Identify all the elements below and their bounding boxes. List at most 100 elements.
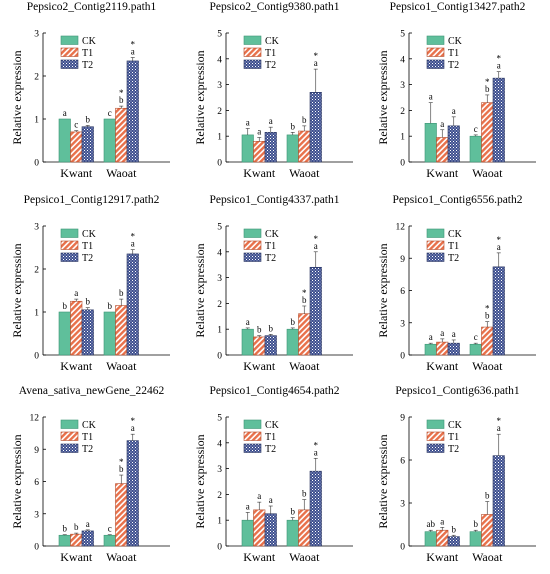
legend-label: T1 xyxy=(265,48,276,59)
y-tick-label: 3 xyxy=(34,223,39,233)
legend-label: T1 xyxy=(448,241,459,252)
significance-letter: a xyxy=(269,495,273,505)
y-tick-label: 6 xyxy=(34,478,39,488)
y-axis-label: Relative expression xyxy=(193,434,207,528)
bar-ck xyxy=(58,534,71,547)
significance-letter: a xyxy=(452,329,456,339)
significance-letter: a xyxy=(63,108,67,118)
x-category-label: Waoat xyxy=(289,359,320,373)
legend-label: T2 xyxy=(448,60,459,71)
y-tick-label: 2 xyxy=(217,107,222,117)
bar-t2 xyxy=(126,253,139,356)
significance-star: * xyxy=(119,88,124,98)
y-tick-label: 3 xyxy=(400,319,405,329)
chart-title: Pepsico1_Contig13427.path2 xyxy=(389,1,526,13)
y-tick-label: 4 xyxy=(217,439,222,449)
bar-t2 xyxy=(126,60,139,163)
bar-t1 xyxy=(298,313,311,356)
bar-t2 xyxy=(492,266,505,356)
y-tick-label: 3 xyxy=(217,465,222,475)
chart-panel: Pepsico1_Contig13427.path2 Relative expre… xyxy=(366,0,549,190)
y-tick-label: 9 xyxy=(34,446,39,456)
y-tick-label: 2 xyxy=(34,73,39,83)
x-category-label: Waoat xyxy=(472,166,503,180)
y-tick-label: 12 xyxy=(30,414,40,424)
significance-letter: b xyxy=(302,115,307,125)
significance-letter: c xyxy=(74,120,78,130)
chart-title: Avena_sativa_newGene_22462 xyxy=(18,385,165,397)
significance-letter: b xyxy=(86,114,91,124)
bar-t1 xyxy=(481,326,494,356)
y-axis-label: Relative expression xyxy=(376,434,390,528)
y-tick-label: 3 xyxy=(34,30,39,40)
legend-label: T2 xyxy=(265,444,276,455)
significance-letter: b xyxy=(302,489,307,499)
legend-swatch-ck xyxy=(243,35,262,45)
bar-ck xyxy=(469,343,482,356)
significance-letter: b xyxy=(291,317,296,327)
significance-letter: a xyxy=(257,126,261,136)
bar-t2 xyxy=(492,77,505,163)
y-tick-label: 3 xyxy=(34,510,39,520)
legend-swatch-t2 xyxy=(243,252,262,262)
y-tick-label: 3 xyxy=(400,81,405,91)
y-axis-label: Relative expression xyxy=(376,243,390,337)
legend-swatch-ck xyxy=(243,228,262,238)
y-tick-label: 3 xyxy=(217,81,222,91)
legend-swatch-t2 xyxy=(60,252,79,262)
legend-swatch-ck xyxy=(60,228,79,238)
y-tick-label: 4 xyxy=(217,248,222,258)
significance-star: * xyxy=(485,304,490,314)
legend-swatch-t1 xyxy=(426,240,445,250)
chart-title: Pepsico1_Contig6556.path2 xyxy=(392,194,523,206)
legend-swatch-t2 xyxy=(243,59,262,69)
significance-star: * xyxy=(314,234,319,244)
legend-label: T1 xyxy=(82,241,93,252)
legend-swatch-t2 xyxy=(426,443,445,453)
legend-swatch-t1 xyxy=(60,240,79,250)
y-tick-label: 5 xyxy=(217,414,222,424)
chart-panel: Pepsico1_Contig6556.path2 Relative expres… xyxy=(366,193,549,383)
bar-ck xyxy=(286,134,299,163)
legend-swatch-t1 xyxy=(243,240,262,250)
chart-svg: Relative expression012345aaaKwantcb*a*Wa… xyxy=(376,30,536,180)
significance-letter: b xyxy=(86,297,91,307)
bar-ck xyxy=(103,534,116,547)
legend-swatch-t1 xyxy=(426,431,445,441)
bar-t1 xyxy=(70,533,83,547)
legend-label: CK xyxy=(448,229,463,240)
significance-letter: ab xyxy=(427,519,436,529)
legend-label: CK xyxy=(82,229,97,240)
significance-letter: a xyxy=(497,61,501,71)
legend-label: T2 xyxy=(448,444,459,455)
bar-t2 xyxy=(81,530,94,547)
legend-swatch-ck xyxy=(60,35,79,45)
significance-letter: c xyxy=(108,524,112,534)
bar-ck xyxy=(469,135,482,163)
bar-ck xyxy=(103,311,116,356)
legend-swatch-t2 xyxy=(243,443,262,453)
legend-label: T1 xyxy=(448,432,459,443)
significance-star: * xyxy=(497,235,502,245)
y-tick-label: 2 xyxy=(34,266,39,276)
significance-letter: b xyxy=(63,301,68,311)
y-tick-label: 0 xyxy=(217,159,222,169)
significance-star: * xyxy=(131,416,136,426)
legend-swatch-t2 xyxy=(426,59,445,69)
legend-swatch-t1 xyxy=(243,431,262,441)
chart-panel: Avena_sativa_newGene_22462 Relative expre… xyxy=(0,384,183,574)
y-tick-label: 12 xyxy=(396,223,406,233)
significance-letter: b xyxy=(119,464,124,474)
legend-label: CK xyxy=(265,229,280,240)
significance-letter: b xyxy=(485,311,490,321)
legend-swatch-ck xyxy=(426,419,445,429)
significance-star: * xyxy=(485,77,490,87)
chart-panel: Pepsico1_Contig12917.path2 Relative expre… xyxy=(0,193,183,383)
legend-swatch-t2 xyxy=(60,59,79,69)
bar-ck xyxy=(241,328,254,356)
bar-t2 xyxy=(447,125,460,163)
legend-label: CK xyxy=(82,420,97,431)
